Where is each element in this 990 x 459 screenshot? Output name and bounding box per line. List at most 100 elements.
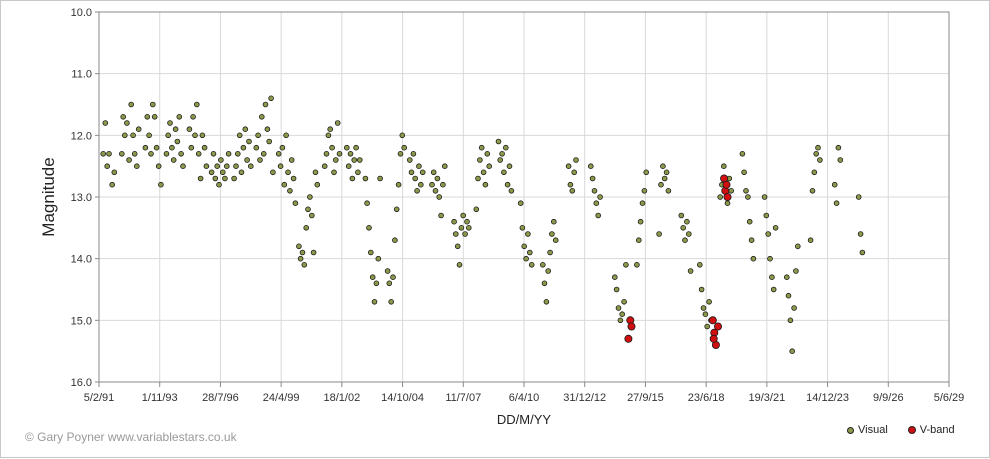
visual-data-point (287, 188, 293, 194)
y-tick-label: 12.0 (71, 130, 92, 142)
visual-data-point (419, 169, 426, 176)
visual-data-point (495, 138, 502, 145)
visual-data-point (299, 249, 306, 256)
visual-data-point (238, 169, 245, 176)
visual-data-point (698, 286, 705, 293)
visual-data-point (325, 132, 332, 139)
visual-data-point (356, 157, 363, 163)
visual-data-point (615, 305, 622, 311)
visual-data-point (218, 157, 224, 163)
visual-data-point (750, 255, 757, 262)
visual-data-point (275, 151, 282, 157)
visual-data-point (591, 188, 598, 194)
visual-data-point (134, 163, 140, 170)
visual-data-point (837, 157, 844, 163)
visual-data-point (258, 114, 265, 120)
visual-data-point (186, 126, 193, 132)
visual-data-point (517, 200, 524, 207)
visual-data-point (331, 169, 337, 176)
visual-data-point (364, 200, 370, 207)
data-points (100, 95, 866, 355)
visual-data-point (390, 274, 396, 281)
visual-data-point (414, 188, 420, 194)
visual-data-point (811, 169, 818, 176)
legend: Visual V-band (847, 424, 969, 436)
visual-data-point (835, 144, 842, 151)
visual-data-point (362, 175, 369, 182)
visual-data-point (210, 151, 217, 157)
visual-data-point (212, 175, 219, 182)
visual-data-point (656, 231, 662, 237)
visual-data-point (169, 144, 175, 151)
visual-data-point (371, 298, 378, 305)
visual-data-point (587, 163, 594, 170)
visual-data-point (233, 163, 239, 170)
visual-data-point (163, 151, 170, 157)
visual-data-point (745, 194, 751, 200)
visual-data-point (458, 225, 465, 231)
visual-data-point (131, 151, 138, 157)
visual-data-point (367, 249, 374, 256)
visual-data-point (682, 237, 688, 244)
visual-data-point (416, 163, 422, 170)
visual-data-point (126, 157, 132, 163)
visual-data-point (176, 114, 183, 120)
visual-data-point (746, 218, 753, 225)
visual-data-point (783, 274, 790, 281)
visual-data-point (815, 144, 821, 151)
visual-data-point (244, 157, 250, 163)
visual-data-point (192, 132, 198, 139)
visual-data-point (658, 181, 664, 188)
visual-data-point (741, 169, 747, 176)
visual-data-point (545, 268, 551, 274)
vband-data-point (624, 334, 633, 343)
visual-data-point (501, 169, 507, 176)
visual-data-point (395, 181, 402, 188)
visual-data-point (486, 163, 493, 170)
visual-data-point (499, 151, 505, 157)
x-tick-label: 18/1/02 (324, 392, 361, 404)
visual-data-point (353, 144, 359, 151)
visual-data-point (817, 157, 823, 163)
vband-data-point (708, 316, 717, 325)
visual-data-point (462, 231, 468, 237)
x-tick-label: 27/9/15 (627, 392, 664, 404)
x-tick-label: 14/10/04 (381, 392, 424, 404)
visual-data-point (475, 175, 481, 182)
visual-data-point (412, 175, 419, 182)
visual-data-point (687, 268, 694, 274)
visual-data-point (255, 132, 261, 139)
vband-marker-icon (907, 426, 916, 434)
visual-data-point (253, 144, 260, 151)
visual-data-point (158, 181, 164, 188)
visual-data-point (550, 218, 557, 225)
visual-data-point (613, 286, 620, 293)
visual-data-point (345, 163, 352, 170)
x-tick-label: 5/2/91 (84, 392, 115, 404)
legend-label-visual: Visual (858, 424, 888, 436)
visual-data-point (406, 157, 413, 163)
visual-data-point (593, 200, 600, 207)
visual-data-point (526, 249, 533, 256)
visual-data-point (130, 132, 136, 139)
visual-data-point (270, 169, 276, 176)
visual-data-point (429, 181, 435, 188)
visual-data-point (408, 169, 415, 176)
visual-data-point (349, 175, 356, 182)
visual-data-point (144, 114, 151, 120)
visual-data-point (329, 144, 335, 151)
visual-data-point (347, 151, 354, 157)
visual-data-point (660, 163, 666, 170)
visual-data-point (547, 249, 553, 256)
visual-data-point (334, 120, 341, 126)
x-tick-label: 23/6/18 (688, 392, 725, 404)
visual-data-point (224, 163, 230, 170)
visual-data-point (508, 188, 515, 194)
vband-data-point (709, 334, 718, 343)
visual-data-point (761, 194, 768, 200)
visual-data-point (454, 243, 461, 250)
x-tick-label: 5/6/29 (934, 392, 965, 404)
visual-data-point (355, 169, 361, 176)
visual-data-point (305, 206, 311, 213)
visual-data-point (283, 132, 289, 139)
